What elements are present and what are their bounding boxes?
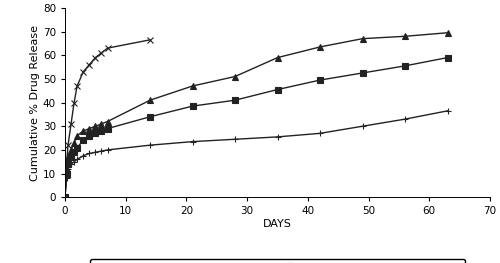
Traimcinolone microspheres 5:1 bbox=[62, 196, 68, 199]
Traimcinolone microspheres 5:1 bbox=[80, 129, 86, 133]
Traimcinolone microspheres 1:1 bbox=[147, 38, 153, 42]
Triamcinolone microspheres 10:1 bbox=[317, 79, 323, 82]
Traimcinolone microspheres 5:1 bbox=[190, 84, 196, 88]
Legend: Triamcinolone microspheres 20:1, Traimcinolone microspheres 5:1, Triamcinolone m: Triamcinolone microspheres 20:1, Traimci… bbox=[90, 259, 464, 263]
Traimcinolone microspheres 5:1 bbox=[317, 45, 323, 48]
Line: Traimcinolone microspheres 1:1: Traimcinolone microspheres 1:1 bbox=[62, 37, 153, 200]
Triamcinolone microspheres 10:1 bbox=[98, 129, 104, 133]
Triamcinolone microspheres 20:1 bbox=[104, 148, 110, 151]
Triamcinolone microspheres 10:1 bbox=[86, 134, 92, 137]
Triamcinolone microspheres 10:1 bbox=[71, 151, 77, 154]
Triamcinolone microspheres 10:1 bbox=[80, 139, 86, 142]
Triamcinolone microspheres 20:1 bbox=[86, 152, 92, 155]
Triamcinolone microspheres 20:1 bbox=[92, 151, 98, 154]
Triamcinolone microspheres 20:1 bbox=[80, 154, 86, 157]
Triamcinolone microspheres 10:1 bbox=[64, 172, 70, 175]
Triamcinolone microspheres 20:1 bbox=[274, 135, 280, 138]
Line: Triamcinolone microspheres 10:1: Triamcinolone microspheres 10:1 bbox=[62, 54, 450, 200]
Traimcinolone microspheres 1:1 bbox=[98, 51, 104, 54]
Traimcinolone microspheres 5:1 bbox=[232, 75, 238, 78]
Triamcinolone microspheres 20:1 bbox=[360, 125, 366, 128]
Triamcinolone microspheres 10:1 bbox=[68, 155, 74, 159]
Traimcinolone microspheres 5:1 bbox=[98, 122, 104, 125]
Triamcinolone microspheres 20:1 bbox=[444, 109, 450, 113]
Triamcinolone microspheres 20:1 bbox=[74, 158, 80, 161]
Triamcinolone microspheres 20:1 bbox=[71, 160, 77, 163]
Triamcinolone microspheres 10:1 bbox=[402, 64, 408, 67]
Triamcinolone microspheres 20:1 bbox=[232, 138, 238, 141]
Triamcinolone microspheres 10:1 bbox=[65, 163, 71, 166]
Traimcinolone microspheres 1:1 bbox=[80, 70, 86, 73]
Triamcinolone microspheres 20:1 bbox=[65, 167, 71, 170]
Line: Traimcinolone microspheres 5:1: Traimcinolone microspheres 5:1 bbox=[62, 30, 450, 200]
Traimcinolone microspheres 1:1 bbox=[104, 47, 110, 50]
Triamcinolone microspheres 10:1 bbox=[444, 56, 450, 59]
Traimcinolone microspheres 5:1 bbox=[92, 125, 98, 128]
Triamcinolone microspheres 10:1 bbox=[147, 115, 153, 118]
X-axis label: DAYS: DAYS bbox=[263, 219, 292, 229]
Traimcinolone microspheres 5:1 bbox=[74, 134, 80, 137]
Triamcinolone microspheres 20:1 bbox=[68, 163, 74, 166]
Triamcinolone microspheres 20:1 bbox=[190, 140, 196, 143]
Triamcinolone microspheres 10:1 bbox=[190, 104, 196, 108]
Triamcinolone microspheres 10:1 bbox=[74, 146, 80, 149]
Triamcinolone microspheres 20:1 bbox=[62, 196, 68, 199]
Triamcinolone microspheres 10:1 bbox=[360, 72, 366, 75]
Triamcinolone microspheres 20:1 bbox=[147, 144, 153, 147]
Traimcinolone microspheres 1:1 bbox=[62, 196, 68, 199]
Traimcinolone microspheres 1:1 bbox=[74, 84, 80, 88]
Traimcinolone microspheres 1:1 bbox=[71, 101, 77, 104]
Y-axis label: Cumulative % Drug Release: Cumulative % Drug Release bbox=[30, 24, 40, 181]
Triamcinolone microspheres 20:1 bbox=[317, 132, 323, 135]
Triamcinolone microspheres 10:1 bbox=[92, 132, 98, 135]
Triamcinolone microspheres 20:1 bbox=[402, 118, 408, 121]
Traimcinolone microspheres 1:1 bbox=[86, 63, 92, 66]
Traimcinolone microspheres 5:1 bbox=[68, 148, 74, 151]
Triamcinolone microspheres 10:1 bbox=[104, 127, 110, 130]
Triamcinolone microspheres 10:1 bbox=[274, 88, 280, 91]
Traimcinolone microspheres 1:1 bbox=[65, 144, 71, 147]
Traimcinolone microspheres 5:1 bbox=[65, 155, 71, 159]
Traimcinolone microspheres 1:1 bbox=[92, 56, 98, 59]
Triamcinolone microspheres 20:1 bbox=[98, 149, 104, 153]
Traimcinolone microspheres 5:1 bbox=[360, 37, 366, 40]
Traimcinolone microspheres 5:1 bbox=[86, 127, 92, 130]
Traimcinolone microspheres 5:1 bbox=[274, 56, 280, 59]
Triamcinolone microspheres 20:1 bbox=[64, 177, 70, 180]
Traimcinolone microspheres 5:1 bbox=[71, 141, 77, 144]
Traimcinolone microspheres 5:1 bbox=[104, 120, 110, 123]
Triamcinolone microspheres 10:1 bbox=[232, 99, 238, 102]
Traimcinolone microspheres 5:1 bbox=[147, 99, 153, 102]
Traimcinolone microspheres 5:1 bbox=[64, 167, 70, 170]
Traimcinolone microspheres 1:1 bbox=[68, 122, 74, 125]
Triamcinolone microspheres 10:1 bbox=[62, 196, 68, 199]
Traimcinolone microspheres 1:1 bbox=[64, 163, 70, 166]
Traimcinolone microspheres 5:1 bbox=[444, 31, 450, 34]
Line: Triamcinolone microspheres 20:1: Triamcinolone microspheres 20:1 bbox=[62, 108, 450, 200]
Traimcinolone microspheres 5:1 bbox=[402, 35, 408, 38]
